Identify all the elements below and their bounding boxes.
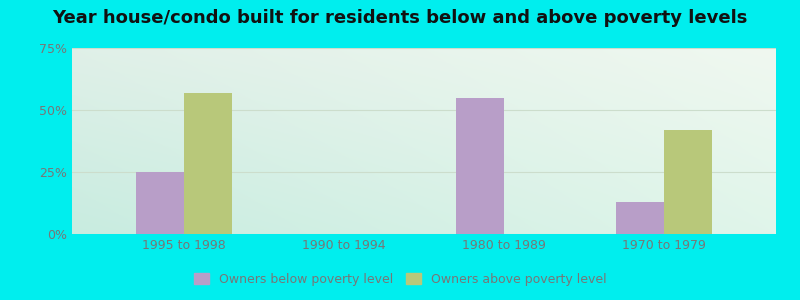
Bar	[616, 202, 664, 234]
Bar	[456, 98, 504, 234]
Bar	[664, 130, 712, 234]
Legend: Owners below poverty level, Owners above poverty level: Owners below poverty level, Owners above…	[189, 268, 611, 291]
Text: Year house/condo built for residents below and above poverty levels: Year house/condo built for residents bel…	[52, 9, 748, 27]
Bar	[184, 93, 232, 234]
Bar	[136, 172, 184, 234]
